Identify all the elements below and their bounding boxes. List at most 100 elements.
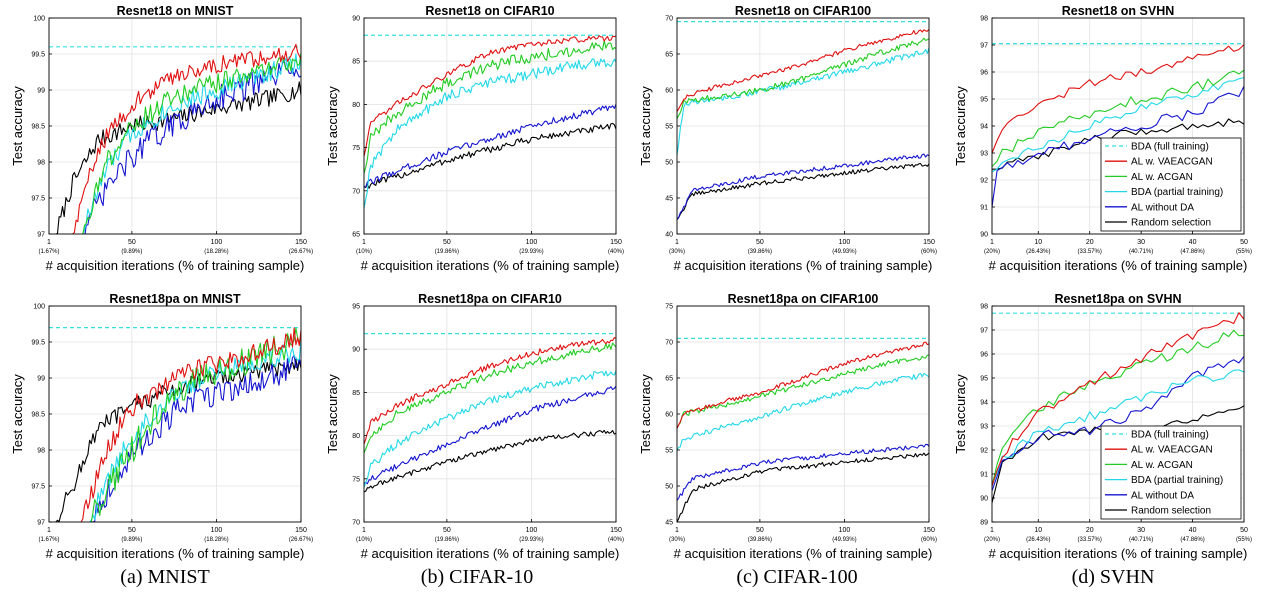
series-line-without bbox=[364, 104, 616, 188]
x-tick-label: 50 bbox=[443, 527, 451, 534]
x-tick-label: 1 bbox=[362, 239, 366, 246]
y-tick-label: 98 bbox=[980, 16, 988, 23]
x-tick-percent-label: (55%) bbox=[1236, 537, 1252, 543]
x-tick-label: 1 bbox=[675, 527, 679, 534]
y-tick-label: 75 bbox=[352, 476, 360, 483]
series-line-partial bbox=[81, 53, 301, 234]
x-axis-label: # acquisition iterations (% of training … bbox=[361, 258, 620, 273]
x-tick-label: 30 bbox=[1137, 527, 1145, 534]
legend-entry: AL without DA bbox=[1131, 490, 1194, 501]
y-axis-label: Test accuracy bbox=[10, 86, 25, 166]
x-tick-label: 150 bbox=[295, 239, 307, 246]
y-tick-label: 65 bbox=[665, 376, 673, 383]
x-tick-percent-label: (47.86%) bbox=[1180, 249, 1204, 255]
y-tick-label: 70 bbox=[352, 520, 360, 527]
y-tick-label: 95 bbox=[980, 376, 988, 383]
x-tick-label: 1 bbox=[47, 239, 51, 246]
y-tick-label: 95 bbox=[352, 304, 360, 311]
x-tick-label: 1 bbox=[675, 239, 679, 246]
y-tick-label: 60 bbox=[665, 412, 673, 419]
series-line-random bbox=[677, 162, 929, 220]
x-tick-label: 1 bbox=[990, 527, 994, 534]
y-tick-label: 70 bbox=[352, 188, 360, 195]
y-tick-label: 85 bbox=[352, 59, 360, 66]
x-tick-percent-label: (40.71%) bbox=[1129, 249, 1153, 255]
chart-panel: 1 (10%) 50 (19.86%) 100 (29.93%) 150 (40%) 70 75 8… bbox=[325, 292, 624, 561]
series-line-acgan bbox=[364, 342, 616, 454]
y-tick-label: 92 bbox=[980, 178, 988, 185]
y-tick-label: 75 bbox=[352, 145, 360, 152]
series-line-random bbox=[364, 429, 616, 493]
legend-entry: AL w. ACGAN bbox=[1131, 460, 1193, 471]
y-tick-label: 40 bbox=[665, 232, 673, 239]
x-tick-percent-label: (49.93%) bbox=[832, 537, 856, 543]
y-tick-label: 90 bbox=[352, 16, 360, 23]
x-tick-percent-label: (1.67%) bbox=[38, 249, 59, 255]
y-tick-label: 90 bbox=[980, 232, 988, 239]
chart-title: Resnet18pa on CIFAR100 bbox=[728, 292, 879, 306]
x-tick-percent-label: (1.67%) bbox=[38, 537, 59, 543]
x-tick-label: 100 bbox=[211, 527, 223, 534]
series-line-acgan bbox=[677, 37, 929, 120]
series-line-without bbox=[677, 153, 929, 220]
legend-entry: Random selection bbox=[1131, 506, 1211, 517]
y-tick-label: 65 bbox=[665, 52, 673, 59]
x-axis-label: # acquisition iterations (% of training … bbox=[989, 546, 1248, 561]
y-tick-label: 97 bbox=[980, 43, 988, 50]
x-tick-label: 50 bbox=[128, 527, 136, 534]
legend-entry: Random selection bbox=[1131, 218, 1211, 229]
x-tick-label: 40 bbox=[1189, 239, 1197, 246]
y-tick-label: 89 bbox=[980, 520, 988, 527]
series-line-acgan bbox=[364, 39, 616, 174]
x-axis-label: # acquisition iterations (% of training … bbox=[361, 546, 620, 561]
y-tick-label: 85 bbox=[352, 390, 360, 397]
y-axis-label: Test accuracy bbox=[953, 86, 968, 166]
x-tick-percent-label: (47.86%) bbox=[1180, 537, 1204, 543]
legend-entry: BDA (partial training) bbox=[1131, 187, 1223, 198]
series-line-vaeacgan bbox=[677, 341, 929, 429]
x-tick-label: 150 bbox=[923, 239, 935, 246]
legend-entry: AL w. ACGAN bbox=[1131, 172, 1193, 183]
y-tick-label: 60 bbox=[665, 88, 673, 95]
x-tick-percent-label: (40%) bbox=[608, 249, 624, 255]
x-tick-percent-label: (18.28%) bbox=[204, 537, 228, 543]
x-axis-label: # acquisition iterations (% of training … bbox=[674, 546, 933, 561]
x-tick-percent-label: (60%) bbox=[921, 249, 937, 255]
y-tick-label: 100 bbox=[33, 16, 45, 23]
y-axis-label: Test accuracy bbox=[325, 86, 340, 166]
y-tick-label: 99.5 bbox=[31, 52, 45, 59]
x-tick-percent-label: (29.93%) bbox=[519, 537, 543, 543]
x-tick-percent-label: (18.28%) bbox=[204, 249, 228, 255]
y-tick-label: 55 bbox=[665, 124, 673, 131]
x-tick-percent-label: (33.57%) bbox=[1078, 249, 1102, 255]
y-tick-label: 94 bbox=[980, 400, 988, 407]
x-tick-label: 50 bbox=[756, 527, 764, 534]
y-tick-label: 93 bbox=[980, 424, 988, 431]
chart-title: Resnet18pa on SVHN bbox=[1054, 292, 1181, 306]
chart-panel: 1 (20%) 10 (26.43%) 20 (33.57%) 30 (40.71%) 40 (4… bbox=[953, 4, 1252, 273]
series-line-partial bbox=[992, 77, 1244, 173]
y-tick-label: 45 bbox=[665, 196, 673, 203]
series-line-acgan bbox=[81, 53, 301, 234]
x-axis-label: # acquisition iterations (% of training … bbox=[989, 258, 1248, 273]
y-tick-label: 98 bbox=[980, 304, 988, 311]
y-tick-label: 90 bbox=[980, 496, 988, 503]
y-axis-label: Test accuracy bbox=[953, 374, 968, 454]
x-tick-label: 1 bbox=[990, 239, 994, 246]
chart-title: Resnet18pa on CIFAR10 bbox=[418, 292, 562, 306]
x-tick-label: 50 bbox=[1240, 239, 1248, 246]
y-tick-label: 93 bbox=[980, 151, 988, 158]
y-tick-label: 91 bbox=[980, 205, 988, 212]
x-tick-label: 150 bbox=[610, 239, 622, 246]
series-line-partial bbox=[677, 372, 929, 451]
x-tick-label: 1 bbox=[362, 527, 366, 534]
legend-entry: AL w. VAEACGAN bbox=[1131, 445, 1213, 456]
x-tick-percent-label: (55%) bbox=[1236, 249, 1252, 255]
x-tick-percent-label: (19.86%) bbox=[435, 537, 459, 543]
x-tick-percent-label: (60%) bbox=[921, 537, 937, 543]
caption-mnist: (a) MNIST bbox=[120, 566, 210, 588]
chart-panel: 1 (1.67%) 50 (9.89%) 100 (18.28%) 150 (26.67%) 9… bbox=[10, 292, 313, 561]
x-tick-label: 50 bbox=[756, 239, 764, 246]
y-axis-label: Test accuracy bbox=[638, 86, 653, 166]
